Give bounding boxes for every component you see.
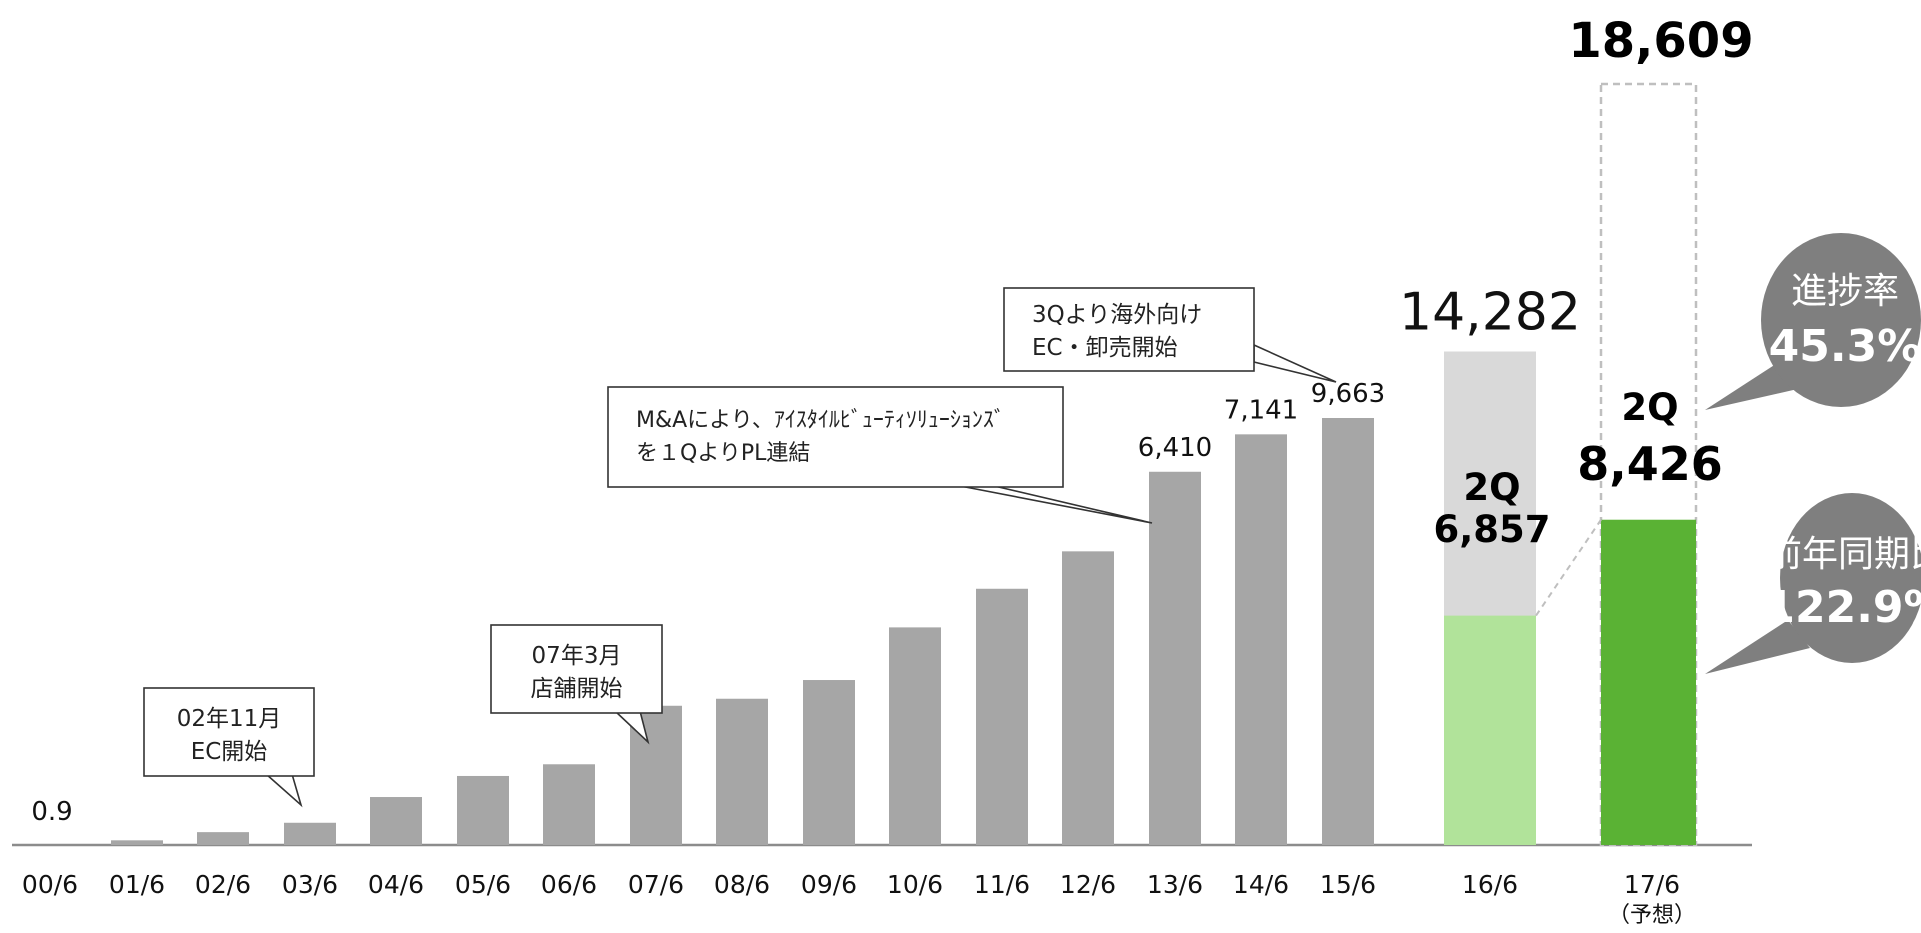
callout-line: M&Aにより、ｱｲｽﾀｲﾙﾋﾞｭｰﾃｨｿﾘｭｰｼｮﾝｽﾞ [636,408,1005,433]
bubble-label: 進捗率 [1791,271,1899,312]
bubble-body [1780,493,1921,663]
x-tick-label: 12/6 [1060,870,1116,899]
callout-line: を１QよりPL連結 [636,441,810,466]
bubble-label: 前年同期比 [1766,534,1921,575]
x-tick-label: 00/6 [22,870,78,899]
label-17-6-q2-value: 8,426 [1577,437,1723,491]
x-tick-label: 05/6 [455,870,511,899]
label-16-6-full-year: 14,282 [1399,282,1581,342]
x-tick-label: 14/6 [1233,870,1289,899]
bar-10-6 [889,627,941,845]
callout-line: EC開始 [191,739,268,765]
bubble-progress: 進捗率 45.3% [1705,233,1921,410]
callout-line: EC・卸売開始 [1032,335,1178,361]
callout-line: 3Qより海外向け [1032,302,1202,328]
label-17-6-q2-tag: 2Q [1621,386,1678,429]
x-tick-label: 15/6 [1320,870,1376,899]
x-tick-label: 02/6 [195,870,251,899]
bar-06-6 [543,764,595,845]
bar-02-6 [197,832,249,845]
bubble-body [1761,233,1921,407]
bubble-yoy: 前年同期比 122.9% [1705,493,1921,674]
bar-15-6 [1322,418,1374,845]
bar-14-6 [1235,434,1287,845]
x-tick-label: 16/6 [1462,870,1518,899]
bar-13-6 [1149,472,1201,845]
x-tick-label: 01/6 [109,870,165,899]
callout-line: 店舗開始 [531,676,623,702]
bubble-value: 45.3% [1769,321,1921,372]
x-tick-label: 09/6 [801,870,857,899]
x-tick-label: 10/6 [887,870,943,899]
callout-overseas: 3Qより海外向け EC・卸売開始 [1004,288,1336,382]
label-16-6-q2-tag: 2Q [1463,466,1520,509]
bubble-value: 122.9% [1764,582,1921,633]
bar-04-6 [370,797,422,845]
label-17-6-forecast: 18,609 [1568,13,1753,69]
bar-16-6-q2 [1444,616,1536,845]
x-tick-forecast-note: （予想） [1608,903,1696,928]
bar-09-6 [803,680,855,845]
callout-ma: M&Aにより、ｱｲｽﾀｲﾙﾋﾞｭｰﾃｨｿﾘｭｰｼｮﾝｽﾞ を１QよりPL連結 [608,387,1152,523]
x-tick-label: 08/6 [714,870,770,899]
callout-tail [1254,345,1336,382]
bar-17-6-q2 [1601,520,1696,845]
callout-ec-start: 02年11月 EC開始 [144,688,314,805]
bar-03-6 [284,823,336,845]
data-label-00-6: 0.9 [31,797,72,827]
callout-box [608,387,1063,487]
x-tick-label: 03/6 [282,870,338,899]
x-tick-label: 04/6 [368,870,424,899]
bar-11-6 [976,589,1028,845]
data-label-15-6: 9,663 [1311,379,1385,409]
callout-line: 02年11月 [177,706,282,732]
label-16-6-q2-value: 6,857 [1433,508,1550,551]
callout-line: 07年3月 [532,643,622,669]
data-label-13-6: 6,410 [1138,433,1212,463]
x-tick-label: 07/6 [628,870,684,899]
bar-12-6 [1062,551,1114,845]
bar-05-6 [457,776,509,845]
data-label-14-6: 7,141 [1224,395,1298,425]
bar-08-6 [716,699,768,845]
x-tick-label: 13/6 [1147,870,1203,899]
x-tick-label: 06/6 [541,870,597,899]
bar-01-6 [111,840,163,845]
x-tick-label: 17/6 [1624,870,1680,899]
callout-tail [955,485,1152,523]
callout-tail [266,774,301,805]
x-tick-label: 11/6 [974,870,1030,899]
